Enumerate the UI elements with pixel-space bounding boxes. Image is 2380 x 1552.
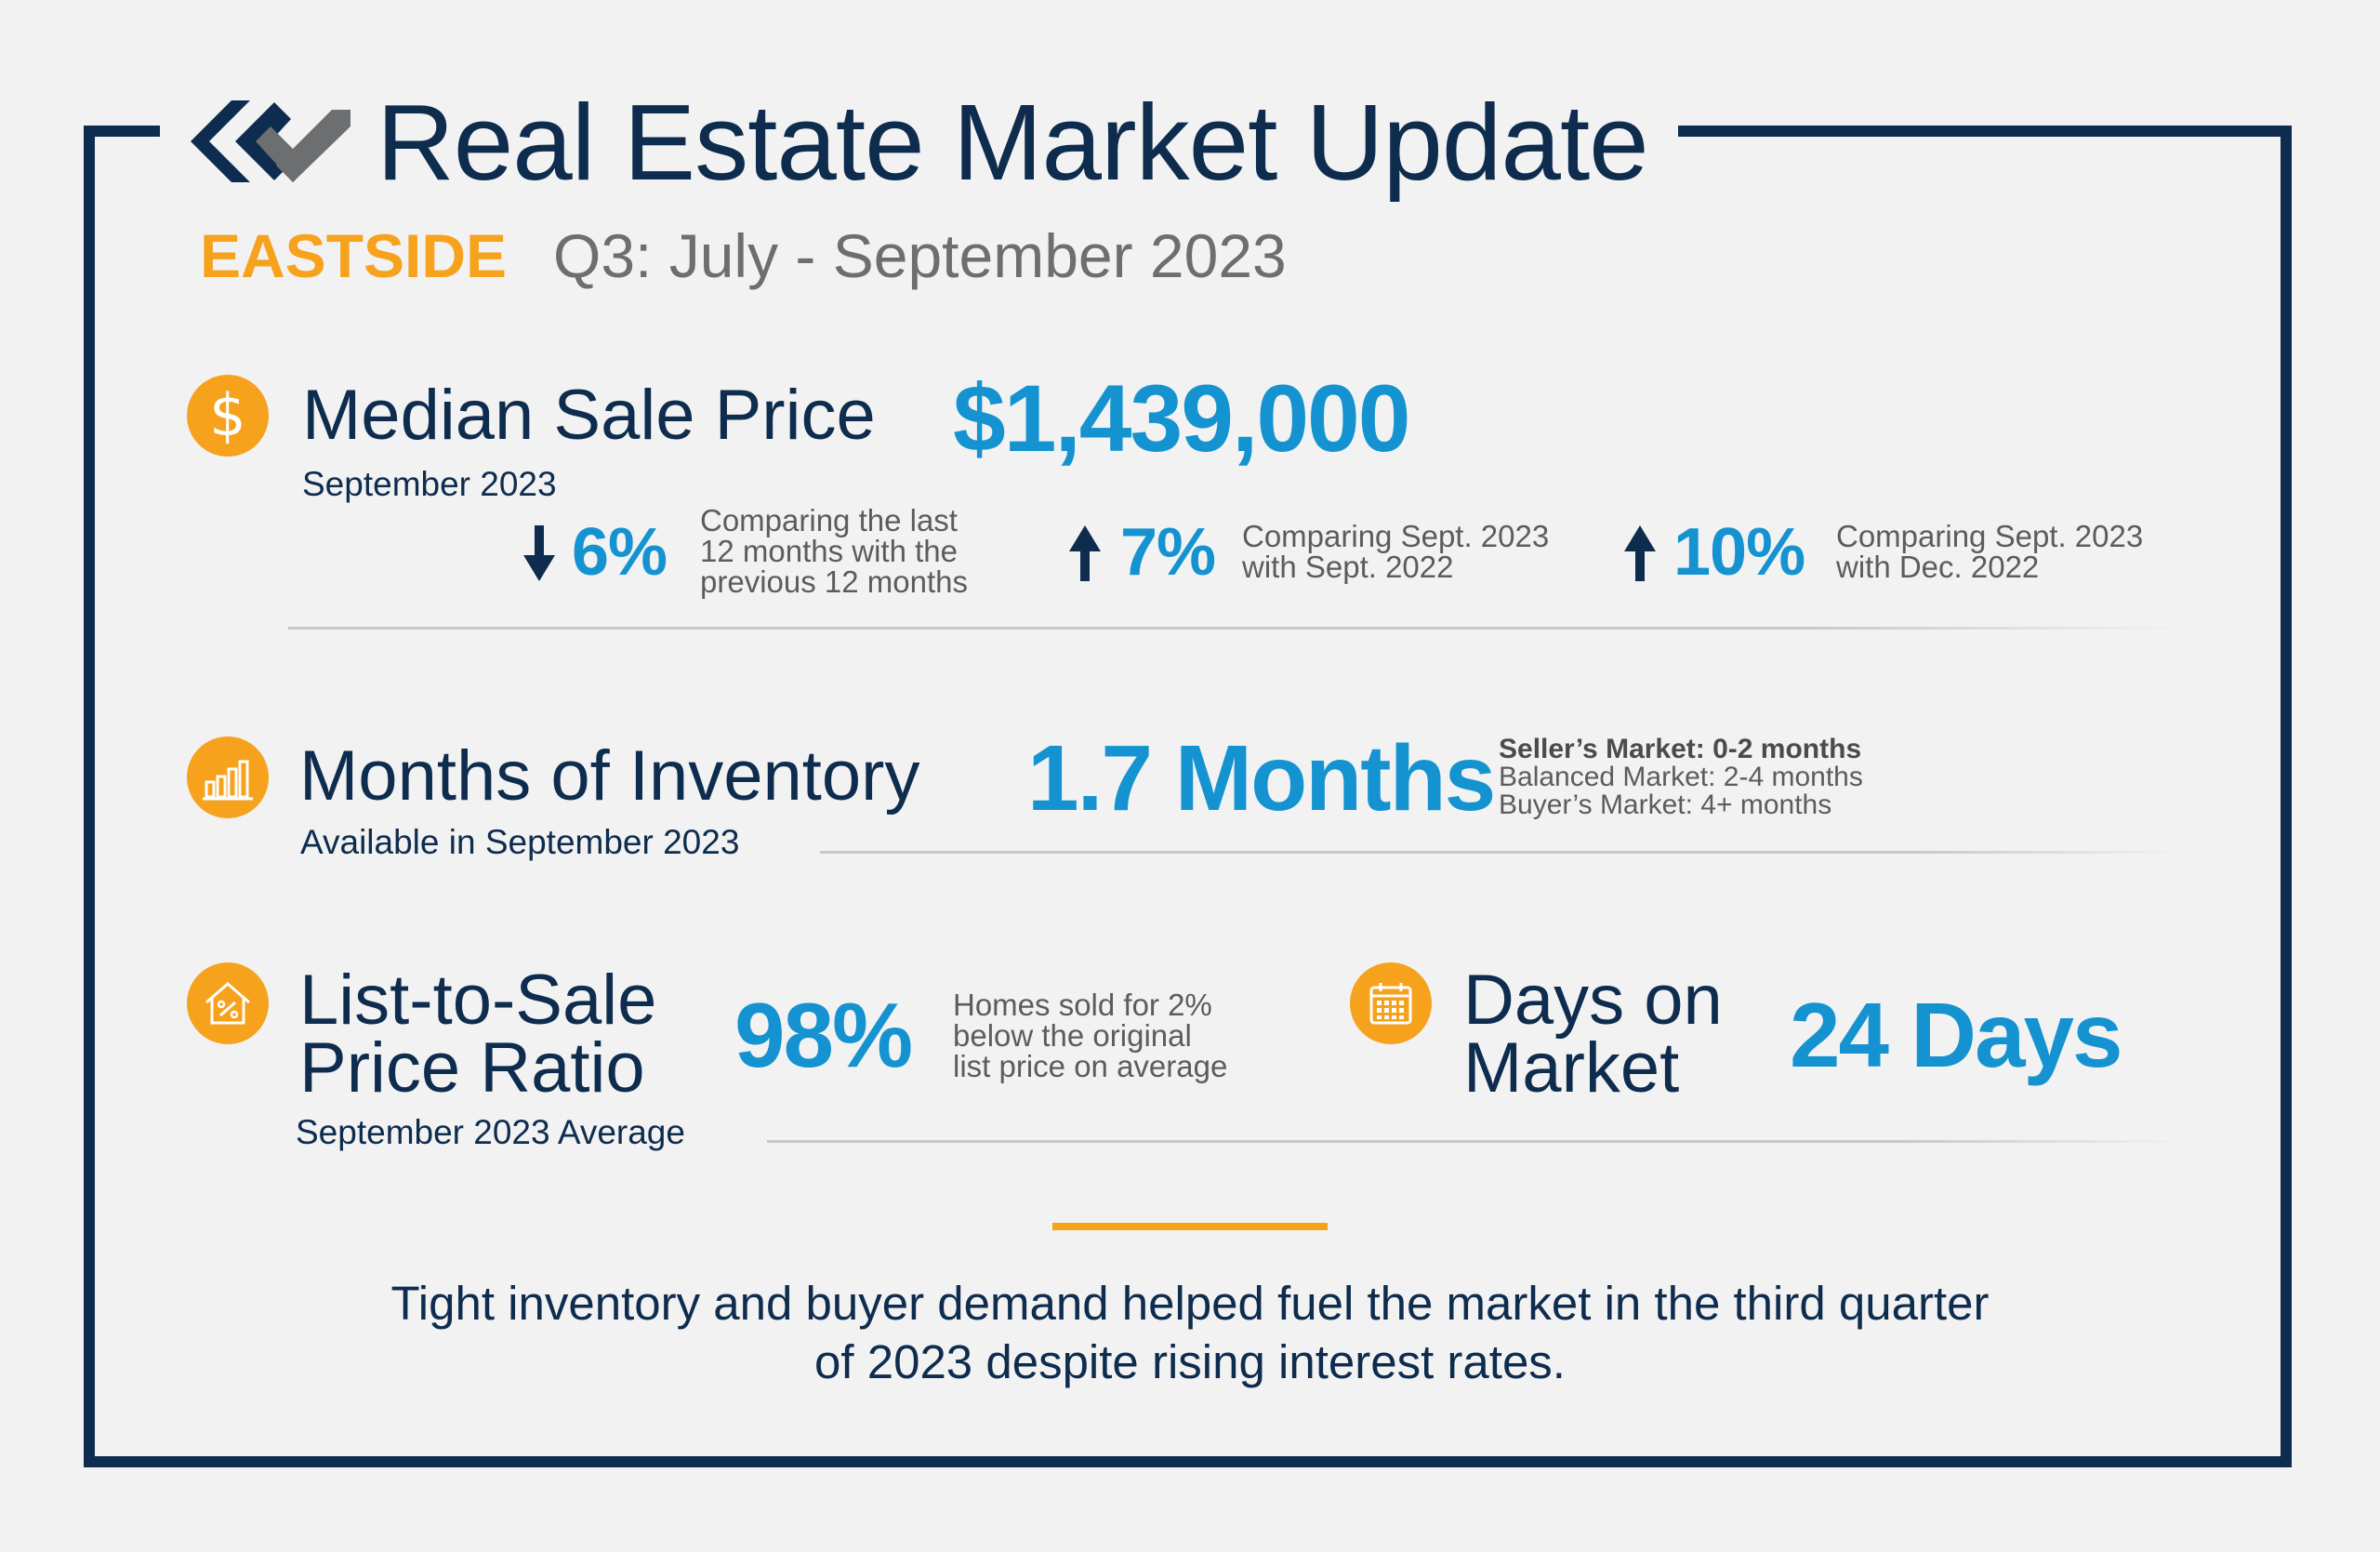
list-to-sale-value: 98% xyxy=(734,984,913,1086)
inventory-title: Months of Inventory xyxy=(299,736,920,816)
arrow-up-icon xyxy=(1624,525,1656,581)
frame-right xyxy=(2281,126,2292,1467)
windermere-logo-icon xyxy=(191,100,350,182)
house-percent-icon xyxy=(187,962,269,1044)
days-on-market-value: 24 Days xyxy=(1790,984,2123,1086)
list-to-sale-note: Homes sold for 2% below the original lis… xyxy=(953,988,1228,1083)
divider-3 xyxy=(767,1140,2185,1143)
page-title: Real Estate Market Update xyxy=(377,82,1649,203)
frame-bottom xyxy=(84,1456,2292,1467)
legend-buyers: Buyer’s Market: 4+ months xyxy=(1499,789,1832,820)
divider-1 xyxy=(288,627,2185,630)
frame-top-left xyxy=(84,126,160,137)
change-note-3: Comparing Sept. 2023 with Dec. 2022 xyxy=(1836,519,2144,584)
accent-line xyxy=(1052,1223,1328,1230)
inventory-subtitle: Available in September 2023 xyxy=(300,823,740,861)
median-price-value: $1,439,000 xyxy=(953,365,1410,471)
days-on-market-title-2: Market xyxy=(1463,1028,1680,1108)
summary-text: Tight inventory and buyer demand helped … xyxy=(390,1277,1990,1388)
change-value-2: 7% xyxy=(1120,515,1216,590)
list-to-sale-subtitle: September 2023 Average xyxy=(296,1113,685,1151)
frame-top-right xyxy=(1678,126,2292,137)
arrow-up-icon xyxy=(1069,525,1101,581)
legend-sellers: Seller’s Market: 0-2 months xyxy=(1499,734,1862,764)
inventory-value: 1.7 Months xyxy=(1027,726,1496,830)
change-value-3: 10% xyxy=(1673,515,1805,590)
market-legend: Seller’s Market: 0-2 months Balanced Mar… xyxy=(1499,736,1863,819)
dollar-icon: $ xyxy=(187,375,269,457)
change-note-1: Comparing the last 12 months with the pr… xyxy=(700,503,968,599)
list-to-sale-title-1: List-to-Sale xyxy=(299,961,657,1040)
legend-balanced: Balanced Market: 2-4 months xyxy=(1499,762,1863,792)
period-label: Q3: July - September 2023 xyxy=(553,221,1287,290)
list-to-sale-title-2: Price Ratio xyxy=(299,1028,645,1108)
divider-2 xyxy=(820,851,2185,854)
days-on-market-title-1: Days on xyxy=(1463,961,1723,1040)
change-value-1: 6% xyxy=(572,515,668,590)
arrow-down-icon xyxy=(523,525,555,581)
bar-chart-icon xyxy=(187,736,269,818)
median-price-subtitle: September 2023 xyxy=(302,465,557,503)
calendar-icon xyxy=(1350,962,1432,1044)
region-label: EASTSIDE xyxy=(200,221,508,290)
median-price-title: Median Sale Price xyxy=(302,376,876,455)
frame-left xyxy=(84,126,95,1467)
change-note-2: Comparing Sept. 2023 with Sept. 2022 xyxy=(1242,519,1550,584)
